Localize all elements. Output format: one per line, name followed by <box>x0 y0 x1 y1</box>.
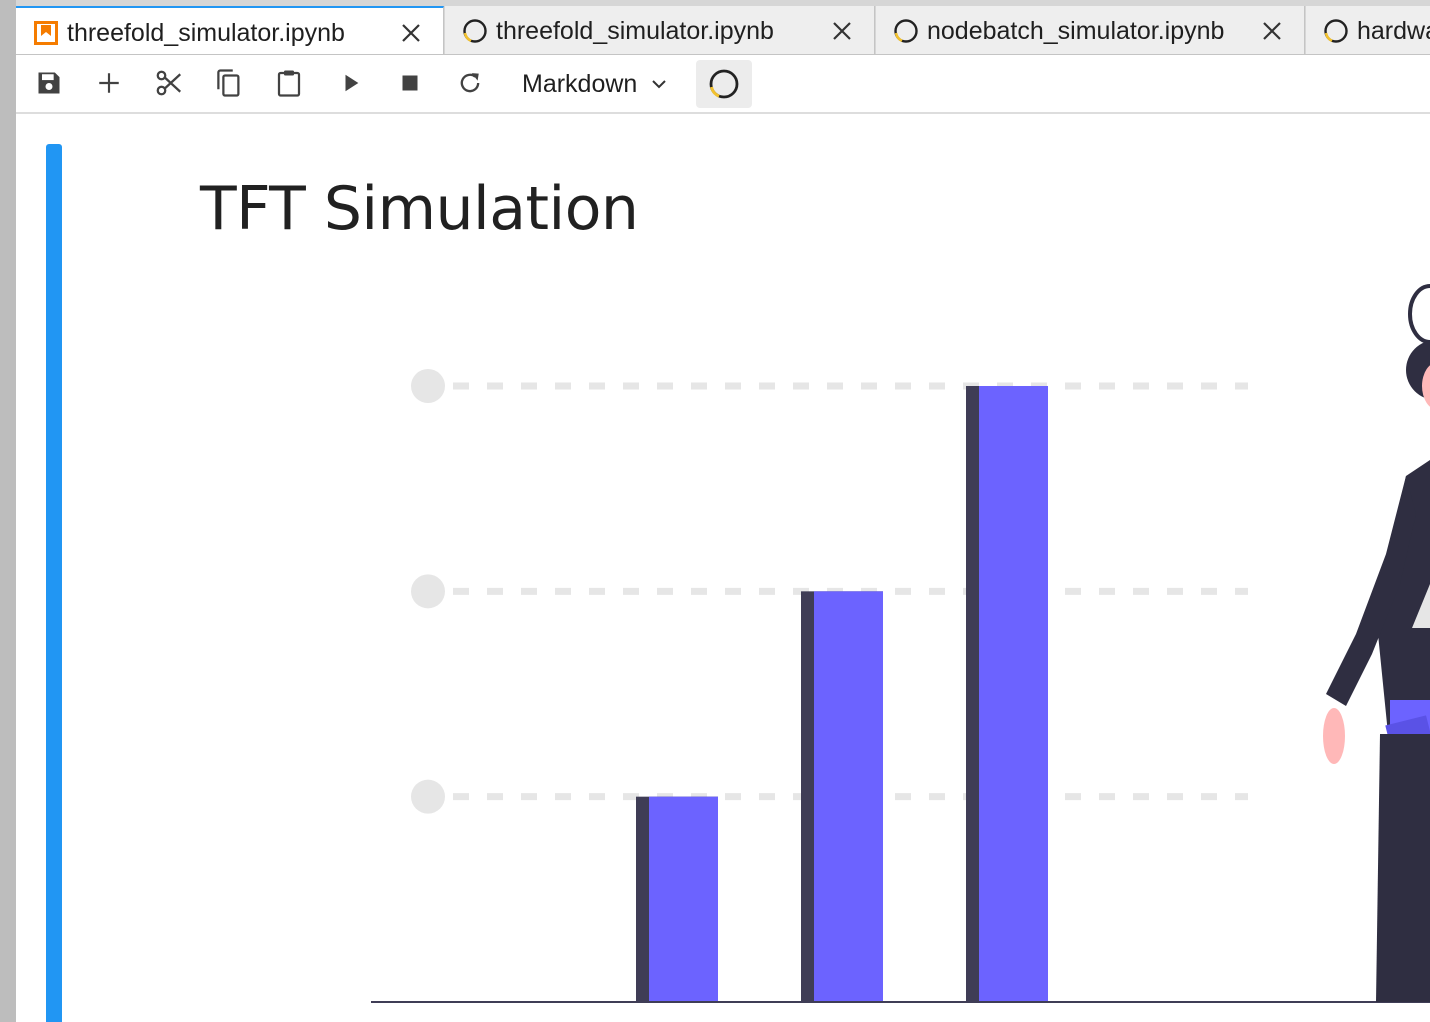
save-icon <box>38 72 60 94</box>
gridlines <box>411 369 1248 814</box>
gridline-marker <box>411 369 445 403</box>
person-hand <box>1323 708 1345 764</box>
close-icon[interactable] <box>830 19 854 43</box>
save-button[interactable] <box>34 68 64 98</box>
scissors-icon <box>156 70 182 96</box>
kernel-busy-icon <box>463 19 487 43</box>
chevron-down-icon <box>652 80 667 89</box>
cell-type-dropdown[interactable]: Markdown <box>522 67 669 101</box>
person-face <box>1422 365 1430 407</box>
cell-type-value: Markdown <box>522 69 638 98</box>
tab-label: hardware_simulator.ipynb <box>1357 17 1430 45</box>
person-illustration <box>1323 284 1430 1002</box>
person-torso <box>1378 460 1430 734</box>
kernel-busy-icon <box>894 19 918 43</box>
paste-icon <box>277 70 301 97</box>
person-hair-bun <box>1408 284 1430 344</box>
cell-collapser[interactable] <box>46 144 62 1022</box>
person-shirt <box>1412 584 1430 628</box>
jupyterlab-window: threefold_simulator.ipynb threefold_simu… <box>16 0 1430 1022</box>
restart-kernel-button[interactable] <box>455 68 485 98</box>
insert-cell-button[interactable] <box>94 68 124 98</box>
gridline-marker <box>411 779 445 814</box>
tab-threefold-simulator-active[interactable]: threefold_simulator.ipynb <box>16 6 444 54</box>
person-arm <box>1326 476 1416 706</box>
close-icon[interactable] <box>399 21 423 45</box>
kernel-status-indicator[interactable] <box>696 60 752 108</box>
interrupt-kernel-button[interactable] <box>395 68 425 98</box>
kernel-busy-icon <box>709 69 739 99</box>
kernel-busy-icon <box>1324 19 1348 43</box>
paste-button[interactable] <box>274 68 304 98</box>
stop-icon <box>402 75 418 91</box>
cut-button[interactable] <box>154 68 184 98</box>
gridline-marker <box>411 574 445 609</box>
bar <box>814 591 883 1002</box>
person-legs <box>1376 734 1430 1002</box>
tab-threefold-simulator[interactable]: threefold_simulator.ipynb <box>445 6 875 54</box>
tab-nodebatch-simulator[interactable]: nodebatch_simulator.ipynb <box>876 6 1305 54</box>
tab-hardware-simulator[interactable]: hardware_simulator.ipynb <box>1306 6 1430 54</box>
bar-chart-illustration <box>371 284 1430 1003</box>
restart-icon <box>460 73 480 93</box>
notebook-toolbar: Markdown <box>16 55 1430 114</box>
bar <box>649 796 718 1002</box>
bars <box>636 386 1048 1002</box>
tab-bar: threefold_simulator.ipynb threefold_simu… <box>16 0 1430 55</box>
bar <box>979 386 1048 1002</box>
tab-label: threefold_simulator.ipynb <box>496 17 774 45</box>
tab-label: nodebatch_simulator.ipynb <box>927 17 1225 45</box>
page-title: TFT Simulation <box>200 174 639 244</box>
run-cell-button[interactable] <box>336 68 366 98</box>
copy-icon <box>217 69 240 97</box>
run-icon <box>345 74 359 92</box>
notebook-panel: TFT Simulation <box>16 114 1430 1022</box>
plus-icon <box>99 73 119 93</box>
copy-button[interactable] <box>214 68 244 98</box>
notebook-icon <box>34 21 58 45</box>
close-icon[interactable] <box>1260 19 1284 43</box>
tab-label: threefold_simulator.ipynb <box>67 19 345 47</box>
